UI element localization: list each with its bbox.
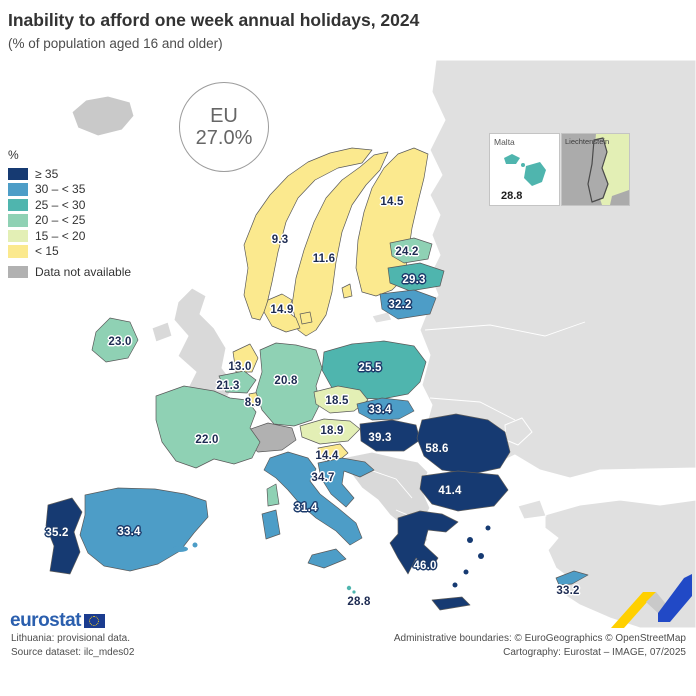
country-italy (263, 451, 363, 546)
greek-island (463, 569, 469, 575)
legend-label: ≥ 35 (35, 166, 59, 181)
inset-liechtenstein-title: Liechtenstein (565, 137, 610, 146)
country-malta-dot2 (352, 590, 356, 594)
country-romania (416, 413, 511, 475)
country-croatia (317, 457, 375, 508)
legend-label: 30 – < 35 (35, 182, 86, 197)
island-crete (431, 596, 471, 611)
country-slovakia (356, 397, 415, 421)
country-northern-ireland (151, 321, 173, 343)
country-greece (389, 510, 459, 575)
island-zealand (299, 311, 313, 325)
page-title: Inability to afford one week annual holi… (8, 10, 420, 30)
country-france (155, 385, 261, 469)
legend-row-20-25: 20 – < 25 (8, 213, 131, 229)
eurostat-wordmark: eurostat (10, 610, 81, 631)
legend-row-25-30: 25 – < 30 (8, 197, 131, 213)
island-sardinia (261, 509, 281, 540)
legend-swatch-lt15 (8, 245, 28, 258)
decoration-blue-ribbon (658, 574, 692, 622)
country-turkey-thrace (517, 499, 547, 520)
eu-badge-value: 27.0% (195, 127, 253, 149)
legend-row-ge35: ≥ 35 (8, 166, 131, 182)
legend-row-30-35: 30 – < 35 (8, 182, 131, 198)
island-corsica (266, 483, 280, 507)
greek-island (452, 582, 458, 588)
country-hungary (359, 419, 421, 452)
eurostat-logo: eurostat (10, 611, 105, 630)
decoration-gray-ribbon (646, 592, 666, 613)
island-gotland (341, 283, 353, 299)
legend-row-lt15: < 15 (8, 244, 131, 260)
inset-malta-value: 28.8 (501, 190, 523, 202)
country-lithuania (379, 289, 437, 320)
island-sicily (307, 548, 347, 569)
country-slovenia (317, 443, 349, 463)
island-mallorca (172, 546, 188, 552)
legend-swatch-no-data (8, 265, 28, 278)
legend-swatch-ge35 (8, 167, 28, 180)
country-iceland (71, 95, 135, 137)
country-germany (255, 342, 323, 427)
inset-malta-title: Malta (494, 137, 515, 147)
border-east2 (429, 397, 516, 421)
eu-badge-label: EU (210, 105, 238, 127)
footnote-provisional: Lithuania: provisional data. (11, 633, 130, 644)
legend-label: 20 – < 25 (35, 213, 86, 228)
border-east (424, 321, 586, 337)
legend-label: Data not available (35, 264, 132, 279)
country-austria (299, 418, 361, 445)
liechtenstein-shape (587, 134, 629, 205)
country-malta-dot (346, 585, 352, 591)
country-belgium (218, 370, 257, 394)
greek-island (485, 525, 491, 531)
legend-unit: % (8, 148, 19, 162)
legend-swatch-20-25 (8, 214, 28, 227)
country-sweden (291, 151, 389, 337)
legend-label: 15 – < 20 (35, 228, 86, 243)
legend: % ≥ 35 30 – < 35 25 – < 30 20 – < 25 15 … (8, 148, 131, 280)
eu-flag-icon (83, 613, 105, 628)
island-menorca (192, 542, 198, 548)
country-kaliningrad (371, 311, 393, 324)
greek-island (467, 537, 473, 543)
legend-swatch-15-20 (8, 229, 28, 242)
malta-shape (504, 154, 546, 186)
decoration-yellow-ribbon (611, 592, 656, 628)
legend-row-no-data: Data not available (8, 264, 131, 280)
eu-average-badge: EU 27.0% (179, 82, 269, 172)
country-spain (79, 487, 209, 572)
country-portugal (45, 497, 83, 575)
country-poland (321, 340, 427, 400)
country-bulgaria (419, 470, 509, 512)
country-denmark (263, 293, 301, 333)
country-norway (243, 147, 373, 321)
inset-malta: Malta 28.8 (489, 133, 560, 206)
legend-row-15-20: 15 – < 20 (8, 228, 131, 244)
country-cyprus (555, 570, 589, 586)
inset-liechtenstein: Liechtenstein (561, 133, 630, 206)
legend-label: 25 – < 30 (35, 197, 86, 212)
credit-boundaries: Administrative boundaries: © EuroGeograp… (393, 633, 686, 644)
country-ireland (91, 317, 139, 363)
footnote-source-dataset: Source dataset: ilc_mdes02 (11, 647, 135, 658)
country-latvia (387, 262, 445, 292)
country-estonia (389, 237, 433, 264)
page-subtitle: (% of population aged 16 and older) (8, 36, 223, 51)
greek-island (478, 553, 484, 559)
country-netherlands (232, 343, 259, 373)
credit-cartography: Cartography: Eurostat – IMAGE, 07/2025 (503, 647, 686, 658)
legend-swatch-25-30 (8, 198, 28, 211)
legend-swatch-30-35 (8, 183, 28, 196)
legend-label: < 15 (35, 244, 59, 259)
